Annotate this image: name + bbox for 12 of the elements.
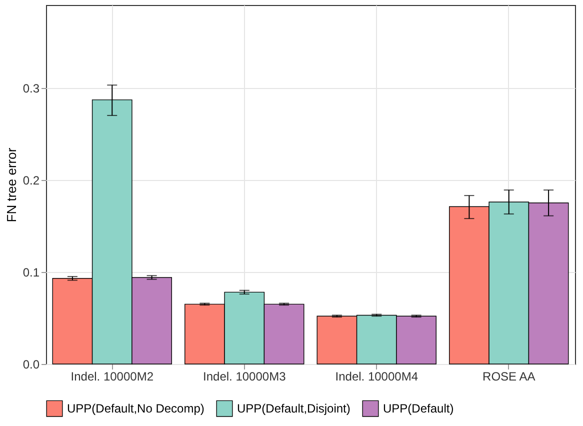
y-tick-label: 0.0 [22,358,40,372]
y-tick-label: 0.2 [22,173,40,188]
x-tick-label: Indel. 10000M2 [70,370,154,384]
x-tick-label: Indel. 10000M4 [335,370,418,384]
x-tick-label: Indel. 10000M3 [203,370,286,384]
y-axis-title: FN tree error [4,147,19,222]
legend-label: UPP(Default) [383,402,454,416]
y-tick-label: 0.3 [22,81,40,96]
x-tick-label: ROSE AA [482,370,536,384]
legend-label: UPP(Default,Disjoint) [237,402,350,416]
y-tick-label: 0.1 [22,265,40,280]
legend-label: UPP(Default,No Decomp) [67,402,204,416]
